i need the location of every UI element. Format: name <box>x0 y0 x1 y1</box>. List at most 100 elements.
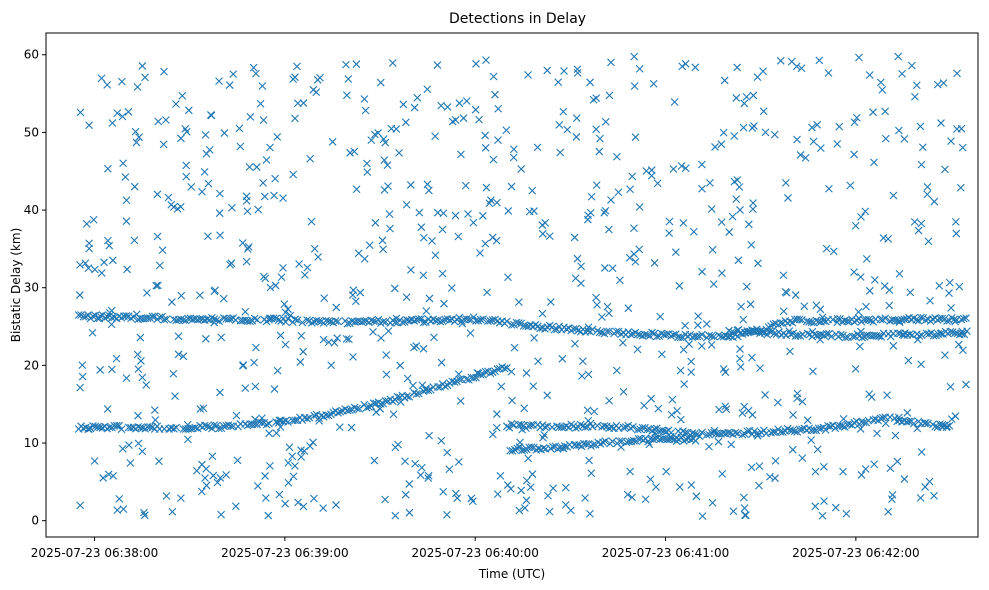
detection-marker <box>748 124 757 132</box>
detection-marker <box>749 91 758 100</box>
detection-marker <box>918 143 927 152</box>
detection-marker <box>786 426 794 435</box>
detection-marker <box>412 390 421 398</box>
detection-marker <box>117 425 126 434</box>
detection-marker <box>520 404 529 413</box>
detection-marker <box>360 95 369 103</box>
detection-marker <box>122 312 131 320</box>
detection-marker <box>734 256 743 265</box>
detection-marker <box>369 399 378 408</box>
detection-marker <box>543 391 552 400</box>
detection-marker <box>603 302 612 311</box>
detection-marker <box>295 260 303 268</box>
detection-marker <box>74 311 83 319</box>
detection-marker <box>559 107 568 116</box>
detection-marker <box>374 315 383 324</box>
detection-marker <box>88 328 97 337</box>
detection-marker <box>691 436 700 445</box>
detection-marker <box>917 360 925 369</box>
detection-marker <box>931 422 940 431</box>
detection-marker <box>280 300 289 309</box>
detection-marker <box>957 315 966 324</box>
detection-marker <box>584 323 593 332</box>
detection-marker <box>150 406 159 414</box>
detection-marker <box>437 101 445 110</box>
detection-marker <box>678 62 687 71</box>
detection-marker <box>419 271 428 280</box>
detection-marker <box>192 466 201 475</box>
detection-marker <box>850 150 858 159</box>
detection-marker <box>182 172 191 181</box>
detection-marker <box>575 441 583 449</box>
detection-marker <box>963 327 971 335</box>
detection-marker <box>572 114 581 123</box>
detection-marker <box>503 363 511 372</box>
detection-marker <box>817 424 825 433</box>
detection-marker <box>893 457 902 466</box>
detection-marker <box>138 62 147 70</box>
detection-marker <box>226 260 234 269</box>
detection-marker <box>737 302 745 311</box>
detection-marker <box>670 98 679 106</box>
detection-marker <box>798 454 807 463</box>
detection-marker <box>503 422 511 431</box>
detection-marker <box>643 425 652 434</box>
detection-marker <box>125 441 133 450</box>
detection-marker <box>605 91 614 100</box>
detection-marker <box>393 392 402 401</box>
detection-marker <box>143 289 151 297</box>
detection-marker <box>733 429 742 438</box>
detection-marker <box>203 422 212 431</box>
detection-marker <box>795 425 804 434</box>
detection-marker <box>850 418 859 427</box>
detection-marker <box>489 155 498 164</box>
detection-marker <box>122 217 131 226</box>
detection-marker <box>455 313 464 322</box>
detection-marker <box>835 122 844 131</box>
detection-marker <box>451 211 460 220</box>
detection-marker <box>653 179 662 188</box>
detection-marker <box>459 114 468 123</box>
detection-marker <box>179 352 188 361</box>
detection-marker <box>202 149 211 158</box>
detection-marker <box>524 70 532 79</box>
detection-marker <box>484 317 492 326</box>
detection-marker <box>886 317 894 325</box>
detection-marker <box>612 327 621 336</box>
detection-marker <box>243 245 252 253</box>
detection-marker <box>707 205 716 213</box>
detection-marker <box>851 364 860 373</box>
detection-marker <box>710 428 718 437</box>
detection-marker <box>284 314 292 323</box>
detection-marker <box>631 133 640 142</box>
detection-marker <box>555 322 564 331</box>
detection-marker <box>615 437 624 445</box>
detection-marker <box>241 316 250 325</box>
detection-marker <box>852 113 861 122</box>
detection-marker <box>386 224 394 233</box>
detection-marker <box>689 227 698 236</box>
detection-marker <box>793 135 801 144</box>
detection-marker <box>322 316 330 325</box>
detection-marker <box>261 472 269 480</box>
detection-marker <box>910 218 919 226</box>
detection-marker <box>303 414 311 423</box>
detection-marker <box>395 148 403 157</box>
detection-marker <box>130 182 139 191</box>
detection-marker <box>171 392 179 401</box>
detection-marker <box>959 314 968 323</box>
detection-marker <box>729 328 738 337</box>
detection-marker <box>739 493 748 502</box>
detection-marker <box>360 254 369 263</box>
detection-marker <box>256 99 265 108</box>
detection-marker <box>146 422 154 431</box>
detection-marker <box>99 474 108 482</box>
detection-marker <box>694 312 703 320</box>
detection-marker <box>554 78 563 86</box>
detection-marker <box>305 413 314 422</box>
detection-marker <box>507 419 516 428</box>
detection-marker <box>766 472 774 481</box>
detection-marker <box>560 67 568 75</box>
detection-marker <box>447 284 456 292</box>
detection-marker <box>853 330 862 339</box>
